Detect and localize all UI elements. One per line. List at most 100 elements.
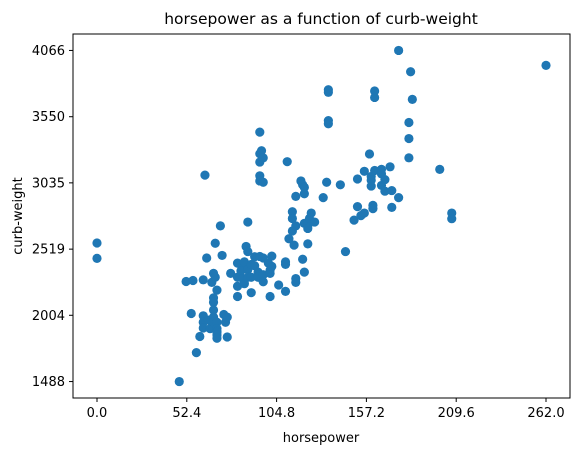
- data-point: [299, 189, 309, 199]
- data-point: [359, 166, 369, 176]
- x-tick-label: 52.4: [172, 406, 201, 421]
- data-point: [394, 45, 404, 56]
- data-point: [188, 275, 198, 286]
- data-point: [289, 240, 299, 250]
- data-point: [258, 270, 268, 280]
- data-point: [198, 323, 208, 333]
- data-point: [265, 291, 275, 302]
- data-point: [200, 170, 210, 180]
- data-point: [306, 208, 316, 218]
- data-point: [92, 238, 102, 248]
- data-point: [310, 217, 320, 227]
- data-point: [280, 259, 291, 270]
- data-point: [387, 202, 397, 212]
- data-point: [174, 376, 184, 387]
- data-point: [202, 253, 212, 263]
- data-point: [303, 239, 313, 249]
- data-point: [404, 117, 414, 128]
- data-point: [380, 186, 390, 196]
- data-point: [222, 312, 232, 322]
- data-point: [376, 164, 387, 174]
- data-point: [335, 180, 345, 190]
- data-point: [258, 153, 268, 163]
- data-point: [323, 119, 333, 129]
- data-point: [380, 175, 390, 185]
- data-point: [370, 86, 380, 96]
- data-point: [291, 221, 301, 231]
- data-point: [322, 177, 332, 187]
- data-point: [236, 266, 246, 276]
- data-point: [186, 308, 196, 319]
- data-point: [447, 214, 457, 224]
- data-point: [217, 250, 227, 261]
- data-point: [287, 213, 297, 224]
- data-point: [385, 162, 395, 172]
- data-point: [406, 67, 416, 77]
- data-point: [394, 193, 404, 203]
- data-point: [368, 204, 378, 214]
- data-point: [299, 182, 309, 192]
- data-point: [258, 277, 268, 287]
- data-point: [303, 223, 313, 234]
- x-tick-label: 0.0: [87, 406, 108, 421]
- data-point: [246, 288, 256, 298]
- plot-area: [73, 34, 570, 398]
- data-point: [208, 297, 219, 307]
- data-point: [370, 92, 380, 103]
- data-point: [541, 60, 551, 70]
- data-point: [352, 202, 363, 212]
- data-point: [243, 246, 253, 257]
- data-point: [208, 305, 219, 315]
- data-point: [274, 280, 284, 290]
- y-axis-title: curb-weight: [11, 177, 26, 255]
- data-point: [255, 127, 265, 137]
- data-point: [352, 174, 363, 184]
- data-point: [366, 175, 376, 185]
- data-point: [198, 275, 208, 285]
- y-tick-label: 1488: [32, 375, 65, 390]
- data-point: [323, 87, 333, 97]
- data-point: [404, 153, 414, 163]
- x-tick-label: 104.8: [258, 406, 295, 421]
- data-point: [291, 277, 301, 287]
- data-point: [291, 191, 301, 201]
- axes-frame: [72, 33, 571, 399]
- data-point: [340, 246, 351, 257]
- y-tick-label: 3550: [32, 110, 65, 125]
- y-axis-ticks: 1488 2004 2519 3035 3550 4066: [32, 44, 73, 390]
- data-point: [265, 268, 275, 279]
- x-tick-label: 262.0: [527, 406, 564, 421]
- y-tick-label: 4066: [32, 44, 65, 59]
- data-point: [287, 207, 297, 217]
- chart-title: horsepower as a function of curb-weight: [164, 10, 478, 28]
- data-point: [299, 267, 309, 277]
- data-point: [284, 234, 294, 244]
- data-point: [212, 333, 222, 343]
- y-tick-label: 3035: [32, 176, 65, 191]
- data-point: [280, 286, 291, 296]
- data-point: [370, 165, 380, 176]
- data-point: [212, 285, 222, 295]
- data-point: [298, 254, 308, 264]
- data-point: [364, 149, 375, 159]
- data-point: [246, 272, 256, 282]
- data-point: [191, 348, 201, 358]
- data-point: [212, 317, 222, 327]
- data-point: [92, 253, 102, 263]
- data-point: [359, 208, 369, 218]
- data-point: [243, 217, 253, 227]
- data-point: [256, 146, 267, 156]
- data-point: [215, 221, 225, 231]
- x-axis-ticks: 0.0 52.4 104.8 157.2 209.6 262.0: [87, 398, 565, 421]
- data-point: [267, 261, 277, 271]
- y-tick-label: 2004: [32, 309, 65, 324]
- data-point: [435, 164, 445, 174]
- data-point: [318, 193, 328, 203]
- x-tick-label: 157.2: [348, 406, 385, 421]
- data-point: [222, 332, 232, 342]
- data-point: [282, 157, 292, 167]
- data-point: [267, 251, 277, 261]
- y-tick-label: 2519: [32, 243, 65, 258]
- data-point: [226, 268, 236, 279]
